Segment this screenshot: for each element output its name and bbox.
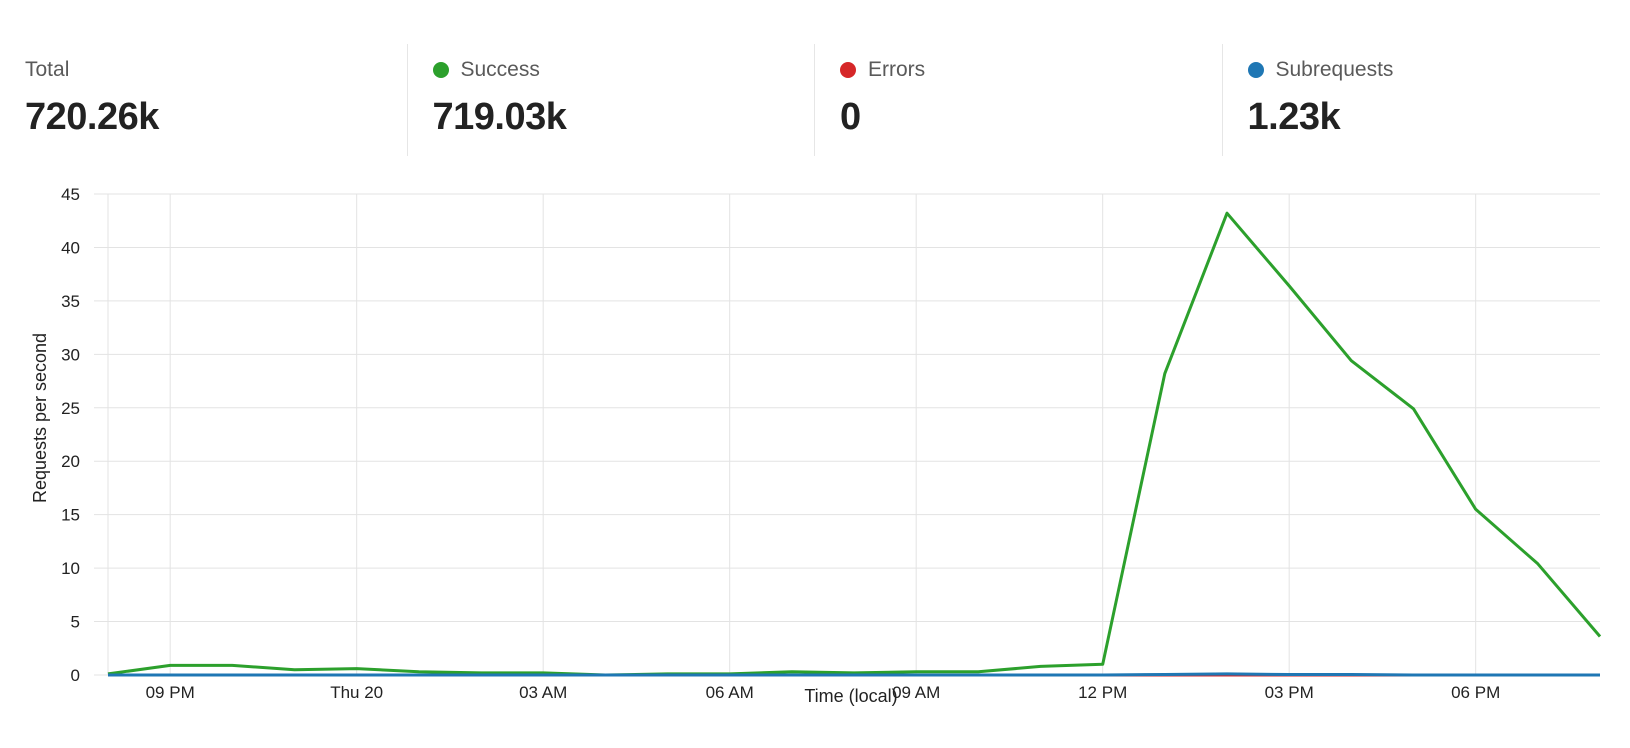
y-tick-label: 45: [61, 185, 80, 204]
y-tick-label: 25: [61, 399, 80, 418]
y-tick-label: 35: [61, 292, 80, 311]
series-line-success[interactable]: [107, 211, 1602, 677]
y-tick-label: 40: [61, 238, 80, 257]
x-tick-label: 03 AM: [519, 683, 567, 702]
stat-subrequests-label: Subrequests: [1275, 58, 1394, 81]
stat-errors-value: 0: [840, 96, 861, 138]
stat-total-value: 720.26k: [25, 96, 159, 138]
y-tick-label: 10: [61, 559, 80, 578]
stat-success-label-row: Success: [432, 58, 815, 82]
x-tick-label: 09 AM: [892, 683, 940, 702]
y-tick-label: 0: [71, 666, 80, 685]
x-tick-label: Thu 20: [330, 683, 383, 702]
y-tick-label: 30: [61, 345, 80, 364]
x-tick-label: 06 AM: [706, 683, 754, 702]
series-line-subrequests[interactable]: [108, 672, 1600, 677]
stat-errors[interactable]: Errors 0: [815, 44, 1223, 156]
y-tick-label: 15: [61, 506, 80, 525]
subrequests-legend-dot-icon: [1247, 62, 1264, 78]
stat-success-label: Success: [460, 58, 540, 81]
x-tick-label: 03 PM: [1265, 683, 1314, 702]
x-tick-label: 12 PM: [1078, 683, 1127, 702]
y-tick-label: 5: [71, 613, 80, 632]
stat-success[interactable]: Success 719.03k: [408, 44, 815, 156]
stat-errors-label-row: Errors: [840, 58, 1222, 82]
success-legend-dot-icon: [432, 62, 449, 78]
requests-line-chart: 0 5 10 15 20 25 30 35 40 45 09 PM Thu 20 03 AM 06 AM…: [30, 185, 1602, 706]
x-axis-label: Time (local): [804, 686, 897, 706]
chart-series[interactable]: [107, 211, 1602, 677]
stat-subrequests-value: 1.23k: [1247, 96, 1341, 138]
y-axis-label: Requests per second: [30, 333, 50, 503]
stat-subrequests[interactable]: Subrequests 1.23k: [1223, 44, 1630, 156]
stat-errors-label: Errors: [868, 58, 926, 81]
stat-total-label: Total: [25, 58, 70, 81]
x-tick-label: 09 PM: [146, 683, 195, 702]
stat-total: Total 720.26k: [0, 44, 408, 156]
errors-legend-dot-icon: [840, 62, 856, 78]
stat-success-value: 719.03k: [432, 96, 567, 138]
x-tick-label: 06 PM: [1451, 683, 1500, 702]
stats-row: Total 720.26k Success 719.03k Errors 0 S…: [0, 44, 1630, 156]
y-tick-label: 20: [61, 452, 80, 471]
y-axis-ticks: 0 5 10 15 20 25 30 35 40 45: [61, 185, 80, 685]
stat-total-label-row: Total: [25, 58, 407, 82]
chart-grid: [94, 193, 1600, 676]
stat-subrequests-label-row: Subrequests: [1247, 58, 1630, 82]
x-axis-ticks: 09 PM Thu 20 03 AM 06 AM 09 AM 12 PM 03 PM 06 P…: [146, 683, 1501, 702]
